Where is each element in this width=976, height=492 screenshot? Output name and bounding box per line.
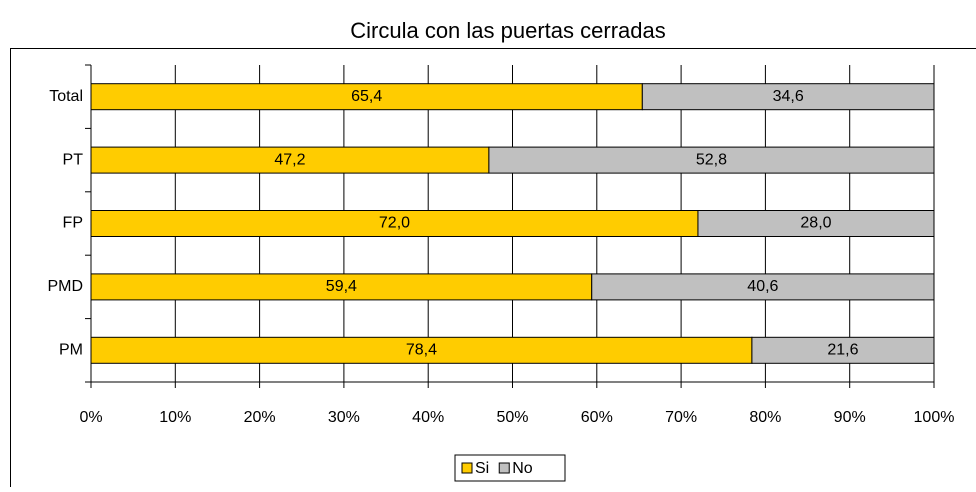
- legend-label: Si: [475, 460, 489, 477]
- legend-swatch: [462, 463, 472, 473]
- x-tick-label: 0%: [79, 409, 102, 426]
- x-tick-label: 70%: [665, 409, 697, 426]
- x-tick-label: 20%: [244, 409, 276, 426]
- x-tick-label: 80%: [749, 409, 781, 426]
- x-tick-label: 10%: [159, 409, 191, 426]
- value-label: 28,0: [800, 215, 831, 232]
- value-label: 78,4: [406, 342, 437, 359]
- y-tick-label: Total: [49, 88, 83, 105]
- x-tick-label: 100%: [914, 409, 955, 426]
- legend-swatch: [499, 463, 509, 473]
- x-tick-label: 50%: [496, 409, 528, 426]
- x-tick-label: 30%: [328, 409, 360, 426]
- x-tick-label: 90%: [834, 409, 866, 426]
- y-tick-label: PM: [59, 342, 83, 359]
- y-tick-label: FP: [63, 215, 83, 232]
- value-label: 40,6: [747, 278, 778, 295]
- legend-label: No: [512, 460, 533, 477]
- chart-border: [11, 49, 976, 488]
- y-tick-label: PT: [63, 151, 84, 168]
- value-label: 72,0: [379, 215, 410, 232]
- value-label: 65,4: [351, 88, 382, 105]
- x-tick-label: 40%: [412, 409, 444, 426]
- value-label: 47,2: [274, 151, 305, 168]
- value-label: 34,6: [773, 88, 804, 105]
- value-label: 52,8: [696, 151, 727, 168]
- value-label: 59,4: [326, 278, 357, 295]
- x-tick-label: 60%: [581, 409, 613, 426]
- value-label: 21,6: [827, 342, 858, 359]
- y-tick-label: PMD: [47, 278, 83, 295]
- chart-title: Circula con las puertas cerradas: [350, 18, 665, 43]
